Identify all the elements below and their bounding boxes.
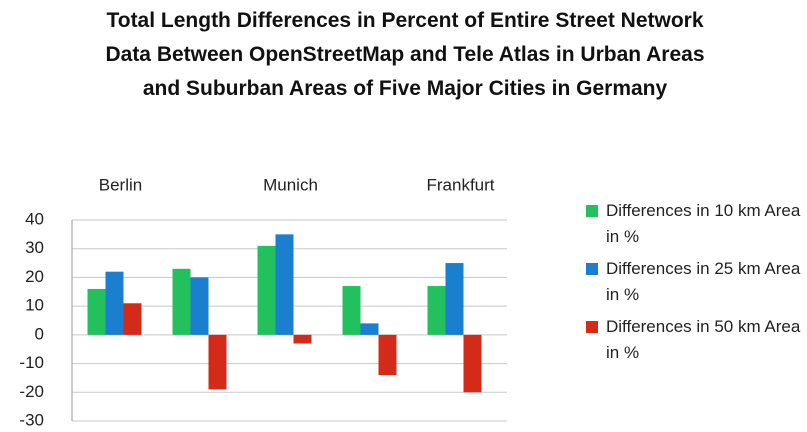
y-tick-label: 10 (25, 296, 44, 315)
legend-swatch (586, 321, 598, 333)
legend-label: Differences in 50 km Area in % (606, 317, 801, 362)
y-tick-label: 20 (25, 267, 44, 286)
y-tick-label: 30 (25, 238, 44, 257)
legend-swatch (586, 263, 598, 275)
category-label: Berlin (99, 175, 142, 194)
bar (445, 263, 464, 335)
bar (360, 323, 379, 335)
bar (123, 303, 142, 335)
bar (172, 268, 191, 335)
bar (427, 286, 446, 335)
category-label: Frankfurt (426, 175, 494, 194)
bar (463, 334, 482, 393)
legend-label: Differences in 10 km Area in % (606, 201, 801, 246)
y-tick-label: -20 (19, 382, 44, 401)
bar (87, 288, 106, 335)
chart-title: Total Length Differences in Percent of E… (105, 9, 705, 100)
y-tick-label: -30 (19, 410, 44, 429)
bar (275, 234, 294, 335)
bar (208, 334, 227, 390)
bar (342, 286, 361, 335)
y-tick-label: 40 (25, 209, 44, 228)
bar (257, 245, 276, 335)
bar (378, 334, 397, 376)
bar (105, 271, 124, 335)
y-tick-label: 0 (35, 324, 44, 343)
legend-swatch (586, 205, 598, 217)
category-label: Munich (263, 175, 318, 194)
y-tick-label: -10 (19, 353, 44, 372)
legend-label: Differences in 25 km Area in % (606, 259, 801, 304)
bar (190, 277, 209, 335)
bar (293, 334, 312, 344)
